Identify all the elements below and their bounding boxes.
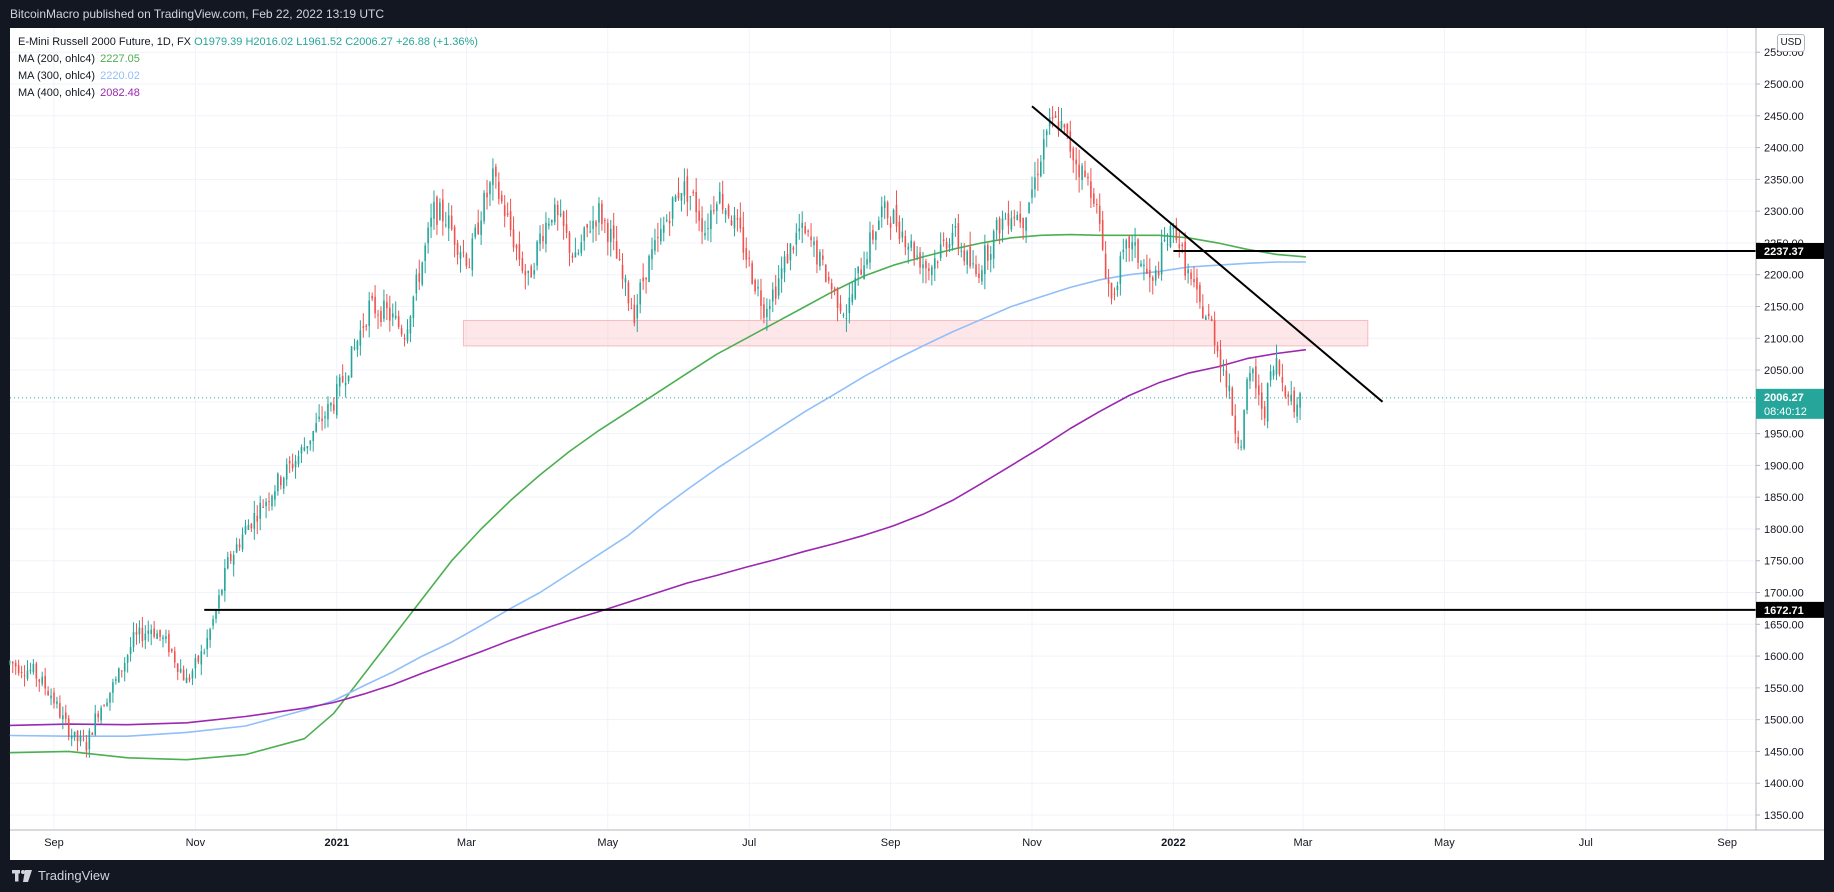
indicator-label: MA (200, ohlc4) [18,53,96,65]
publish-header: BitcoinMacro published on TradingView.co… [0,0,1834,28]
footer-bar: TradingView [0,860,1834,892]
indicator-value: 2227.05 [100,53,140,65]
published-text: BitcoinMacro published on TradingView.co… [10,7,384,21]
chart-frame[interactable] [10,28,1824,860]
tradingview-logo-icon [12,870,32,882]
ohlc-low: L1961.52 [296,36,343,48]
indicator-row-ma200[interactable]: MA (200, ohlc4) 2227.05 [18,51,478,68]
brand-label: TradingView [38,868,110,883]
currency-button[interactable]: USD [1777,34,1805,52]
chart-legend: E-Mini Russell 2000 Future, 1D, FX O1979… [18,34,478,102]
tradingview-logo[interactable]: TradingView [12,860,110,892]
symbol-row: E-Mini Russell 2000 Future, 1D, FX O1979… [18,34,478,51]
indicator-label: MA (400, ohlc4) [18,87,96,99]
symbol-line[interactable]: E-Mini Russell 2000 Future, 1D, FX [18,36,192,48]
ohlc-change: +26.88 (+1.36%) [395,36,478,48]
indicator-row-ma300[interactable]: MA (300, ohlc4) 2220.02 [18,68,478,85]
ohlc-open: O1979.39 [194,36,243,48]
indicator-row-ma400[interactable]: MA (400, ohlc4) 2082.48 [18,85,478,102]
ohlc-close: C2006.27 [345,36,393,48]
indicator-value: 2082.48 [100,87,140,99]
indicator-label: MA (300, ohlc4) [18,70,96,82]
indicator-value: 2220.02 [100,70,140,82]
ohlc-high: H2016.02 [245,36,294,48]
